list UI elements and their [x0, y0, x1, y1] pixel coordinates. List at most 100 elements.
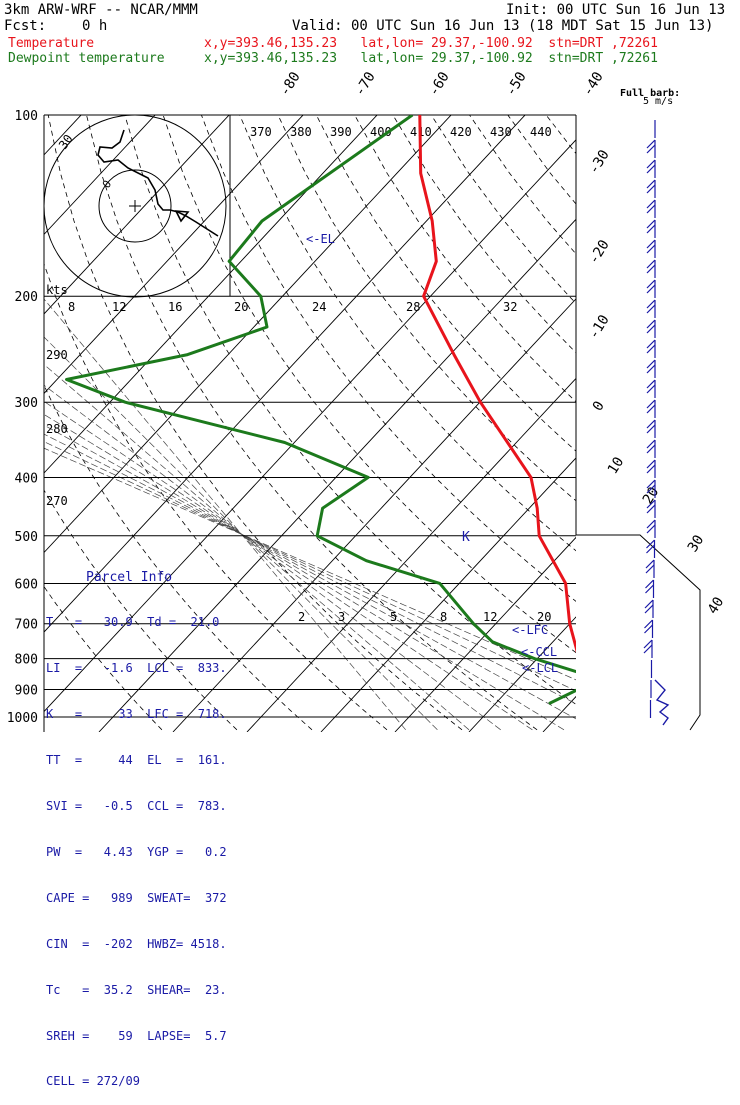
parcel-row: SREH = 59 LAPSE= 5.7	[46, 1029, 236, 1044]
mixing-ratio-label: 24	[312, 300, 326, 314]
wind-barb	[645, 620, 653, 638]
wind-barb	[647, 440, 655, 458]
pressure-tick-label: 300	[15, 396, 38, 411]
hodograph-speed-label: kts	[46, 283, 68, 297]
wind-barb	[647, 240, 655, 258]
isotherm-label: -20	[586, 237, 613, 267]
pressure-tick-label: 400	[15, 471, 38, 486]
barb-scale-value: 5 m/s	[643, 96, 673, 107]
theta-label: 280	[46, 422, 68, 436]
wind-barbs	[644, 120, 668, 725]
isotherm-label: -40	[580, 69, 607, 99]
mixing-ratio-label: 32	[503, 300, 517, 314]
isotherm-label: -60	[426, 69, 453, 99]
theta-label: 370	[250, 125, 272, 139]
dry-adiabat	[470, 115, 740, 730]
mixing-ratio-label: 2	[298, 610, 305, 624]
parcel-row: CIN = -202 HWBZ= 4518.	[46, 937, 236, 952]
mixing-ratio-label: 12	[112, 300, 126, 314]
wind-barb	[647, 460, 655, 478]
isotherm-line	[395, 85, 740, 732]
isotherm-label: 40	[705, 594, 728, 617]
wind-barb	[647, 200, 655, 218]
wind-barb	[647, 380, 655, 398]
mixing-ratio-label: 3	[338, 610, 345, 624]
mixing-ratio-label: 12	[483, 610, 497, 624]
isotherm-line	[617, 85, 740, 732]
parcel-row: TT = 44 EL = 161.	[46, 753, 236, 768]
wind-barb	[647, 320, 655, 338]
level-marker: <-CCL	[521, 645, 557, 659]
pressure-tick-label: 700	[15, 618, 38, 633]
isotherm-label: -80	[277, 69, 304, 99]
parcel-row: K = 33 LFC = 718.	[46, 707, 236, 722]
dry-adiabat	[508, 115, 740, 730]
hodograph: 30 0	[44, 115, 226, 297]
mixing-ratio-label: 16	[168, 300, 182, 314]
theta-label: 270	[46, 494, 68, 508]
wind-barb	[647, 520, 655, 538]
pressure-tick-label: 600	[15, 577, 38, 592]
level-marker: <-EL	[306, 232, 335, 246]
parcel-info-box: Parcel Info T = 30.9 Td = 21.0 LI = -1.6…	[46, 539, 236, 1105]
wind-barb	[646, 560, 654, 578]
isotherm-label: -30	[586, 147, 613, 177]
pressure-tick-label: 500	[15, 530, 38, 545]
wind-barb	[647, 340, 655, 358]
wind-barb	[647, 280, 655, 298]
isotherm-label: 0	[590, 398, 608, 414]
wind-barb	[645, 600, 653, 618]
dry-adiabat	[546, 115, 740, 730]
level-marker: <-LFC	[512, 623, 548, 637]
parcel-row: Tc = 35.2 SHEAR= 23.	[46, 983, 236, 998]
isotherm-line	[247, 85, 740, 732]
dry-adiabat	[163, 115, 687, 730]
mixing-ratio-label: 20	[537, 610, 551, 624]
wind-barb	[647, 420, 655, 438]
parcel-row: SVI = -0.5 CCL = 783.	[46, 799, 236, 814]
wind-barb	[647, 300, 655, 318]
dry-adiabat	[431, 115, 740, 730]
hodograph-ring-label: 0	[100, 178, 114, 191]
pressure-tick-label: 800	[15, 653, 38, 668]
parcel-row: T = 30.9 Td = 21.0	[46, 615, 236, 630]
wind-barb-cluster	[655, 680, 668, 725]
isotherm-label: 10	[605, 454, 628, 477]
wind-barb	[647, 220, 655, 238]
dry-adiabat	[355, 115, 740, 730]
pressure-tick-label: 1000	[7, 711, 38, 726]
pressure-tick-label: 900	[15, 683, 38, 698]
wind-barb	[647, 400, 655, 418]
wind-barb	[647, 140, 655, 158]
theta-label: 440	[530, 125, 552, 139]
theta-label: 390	[330, 125, 352, 139]
isotherm-label: -70	[352, 69, 379, 99]
hodograph-ring-label: 30	[56, 132, 76, 152]
theta-label: 430	[490, 125, 512, 139]
wind-barb	[647, 360, 655, 378]
pressure-labels: 100 200 300 400 500 600 700 800 900 1000	[7, 109, 38, 726]
isotherm-label: -10	[586, 312, 613, 342]
theta-label: 420	[450, 125, 472, 139]
level-marker: <-LCL	[522, 661, 558, 675]
theta-label: 290	[46, 348, 68, 362]
pressure-tick-label: 100	[15, 109, 38, 124]
theta-label: 380	[290, 125, 312, 139]
dry-adiabat	[623, 115, 740, 730]
mixing-ratio-label: 8	[440, 610, 447, 624]
pressure-tick-label: 200	[15, 290, 38, 305]
isotherm-line	[691, 85, 740, 732]
mixing-ratio-label: 8	[68, 300, 75, 314]
parcel-top-marker: K	[462, 530, 470, 545]
frame-extension	[576, 535, 700, 730]
dry-adiabat	[316, 115, 740, 730]
parcel-row: LI = -1.6 LCL = 833.	[46, 661, 236, 676]
dry-adiabat	[584, 115, 740, 730]
wind-barb	[646, 580, 654, 598]
mixing-ratio-label: 5	[390, 610, 397, 624]
isotherm-label: -50	[503, 69, 530, 99]
isotherm-label: 30	[685, 532, 708, 555]
dry-adiabat	[278, 115, 740, 730]
mixing-ratio-label: 28	[406, 300, 420, 314]
